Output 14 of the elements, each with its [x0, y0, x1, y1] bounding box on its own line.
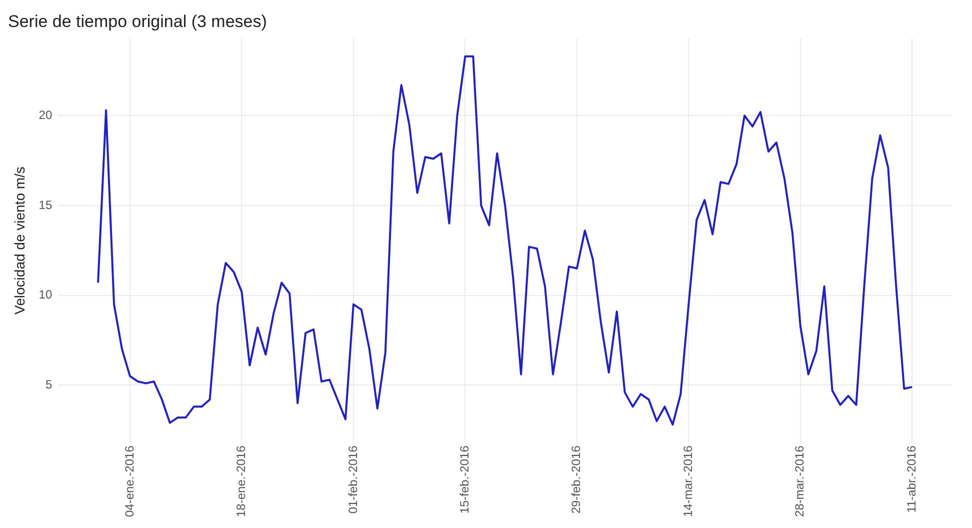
x-tick-label: 29-feb.-2016 [569, 445, 584, 514]
y-axis-title: Velocidad de viento m/s [11, 166, 28, 314]
x-tick-label: 11-abr.-2016 [904, 445, 918, 513]
x-tick-label: 28-mar.-2016 [792, 445, 807, 517]
x-tick-label: 04-ene.-2016 [122, 445, 136, 517]
x-tick-label: 18-ene.-2016 [234, 445, 248, 517]
y-tick-label: 5 [45, 377, 52, 392]
y-tick-label: 15 [38, 198, 52, 212]
y-tick-label: 20 [38, 108, 52, 122]
x-tick-label: 14-mar.-2016 [680, 445, 695, 517]
x-tick-label: 15-feb.-2016 [457, 445, 472, 514]
chart-title: Serie de tiempo original (3 meses) [8, 12, 267, 31]
y-tick-label: 10 [38, 288, 52, 302]
x-tick-label: 01-feb.-2016 [346, 445, 360, 514]
